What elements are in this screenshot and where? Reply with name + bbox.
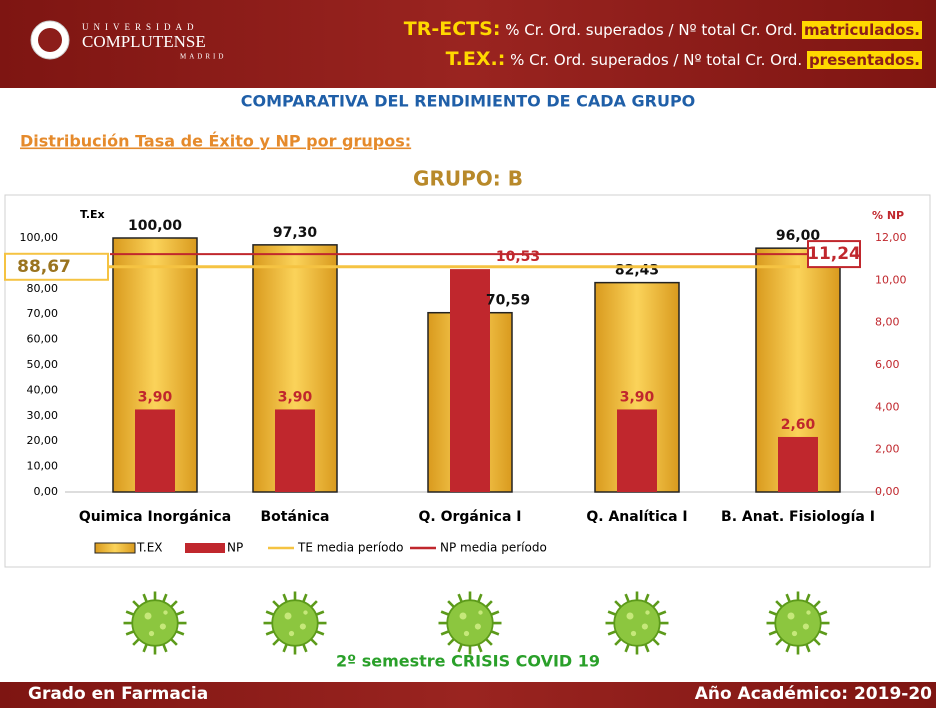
y2-tick-label: 12,00	[875, 231, 907, 244]
y2-tick-label: 10,00	[875, 273, 907, 286]
footer: Grado en Farmacia Año Académico: 2019-20	[0, 682, 936, 708]
legend-label: TE media período	[297, 541, 404, 555]
legend-swatch	[95, 543, 135, 553]
y-tick-label: 10,00	[27, 460, 59, 473]
definition-text: % Cr. Ord. superados / Nº total Cr. Ord.	[500, 21, 802, 39]
reference-label: 88,67	[17, 257, 71, 277]
definition-highlight: presentados.	[807, 51, 922, 69]
y2-tick-label: 6,00	[875, 358, 900, 371]
x-tick-label: Botánica	[261, 509, 330, 525]
data-label: 70,59	[486, 293, 530, 309]
y-tick-label: 30,00	[27, 409, 59, 422]
reference-label: 11,24	[807, 244, 861, 264]
subheading: Distribución Tasa de Éxito y NP por grup…	[20, 132, 411, 151]
virus-icons	[124, 592, 830, 655]
heading: COMPARATIVA DEL RENDIMIENTO DE CADA GRUP…	[241, 92, 696, 111]
data-label: 100,00	[128, 218, 182, 234]
x-tick-label: Q. Analítica I	[586, 509, 687, 525]
footer-left: Grado en Farmacia	[28, 684, 208, 704]
slide: COMPARATIVA DEL RENDIMIENTO DE CADA GRUP…	[0, 0, 936, 708]
x-tick-label: Quimica Inorgánica	[79, 509, 231, 525]
definition-text: % Cr. Ord. superados / Nº total Cr. Ord.	[505, 51, 807, 69]
bar	[617, 409, 657, 492]
bar	[275, 409, 315, 492]
legend-label: NP	[227, 541, 243, 555]
definition-highlight: matriculados.	[802, 21, 922, 39]
data-label: 3,90	[620, 389, 655, 405]
y-tick-label: 80,00	[27, 282, 59, 295]
logo-name: COMPLUTENSE	[82, 32, 206, 51]
bar	[778, 437, 818, 492]
bar	[450, 269, 490, 492]
y-tick-label: 50,00	[27, 358, 59, 371]
chart: COMPARATIVA DEL RENDIMIENTO DE CADA GRUP…	[0, 0, 936, 708]
definition-key: T.EX.:	[446, 48, 506, 70]
data-label: 97,30	[273, 225, 318, 241]
data-label: 2,60	[781, 417, 816, 433]
legend-swatch	[185, 543, 225, 553]
y-tick-label: 100,00	[20, 231, 59, 244]
data-label: 10,53	[496, 249, 540, 265]
legend-label: NP media período	[440, 541, 547, 555]
logo-city: MADRID	[180, 53, 226, 61]
definition-line: TR-ECTS: % Cr. Ord. superados / Nº total…	[404, 18, 922, 40]
y-tick-label: 40,00	[27, 383, 59, 396]
y-tick-label: 20,00	[27, 434, 59, 447]
legend-label: T.EX	[136, 541, 163, 555]
bar	[135, 409, 175, 492]
x-tick-label: B. Anat. Fisiología I	[721, 509, 875, 525]
y-tick-label: 60,00	[27, 333, 59, 346]
logo-top: UNIVERSIDAD	[82, 22, 199, 32]
data-label: 82,43	[615, 263, 659, 279]
y2-axis-title: % NP	[872, 209, 904, 222]
y-axis-title: T.Ex	[80, 208, 105, 221]
definition-line: T.EX.: % Cr. Ord. superados / Nº total C…	[446, 48, 922, 70]
footer-right: Año Académico: 2019-20	[695, 684, 932, 704]
data-label: 3,90	[138, 389, 173, 405]
covid-note: 2º semestre CRISIS COVID 19	[336, 652, 600, 671]
data-label: 3,90	[278, 389, 313, 405]
header: UNIVERSIDAD COMPLUTENSE MADRID TR-ECTS: …	[0, 0, 936, 88]
chart-title: GRUPO: B	[413, 167, 523, 191]
y2-tick-label: 8,00	[875, 316, 900, 329]
logo: UNIVERSIDAD COMPLUTENSE MADRID	[30, 18, 230, 68]
y2-tick-label: 0,00	[875, 485, 900, 498]
y2-tick-label: 4,00	[875, 400, 900, 413]
y2-tick-label: 2,00	[875, 443, 900, 456]
x-tick-label: Q. Orgánica I	[419, 509, 522, 525]
y-tick-label: 0,00	[34, 485, 59, 498]
definition-key: TR-ECTS:	[404, 18, 501, 40]
y-tick-label: 70,00	[27, 307, 59, 320]
